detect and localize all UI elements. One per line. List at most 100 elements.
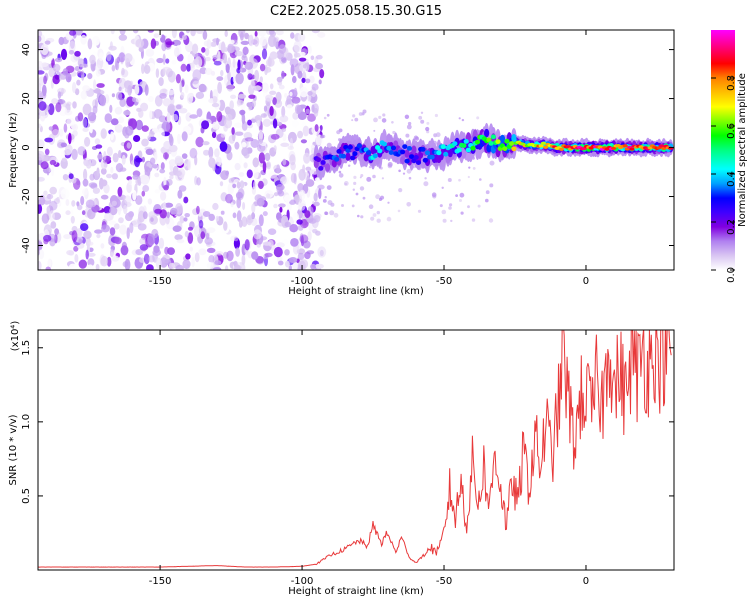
noise-cell [420, 119, 425, 124]
ridge-cell [611, 146, 617, 150]
noise-cell [253, 167, 259, 179]
noise-cell [293, 173, 297, 185]
noise-cell [153, 245, 160, 254]
noise-cell [156, 57, 164, 64]
noise-cell [264, 152, 271, 162]
noise-cell [161, 121, 171, 132]
noise-cell [65, 144, 73, 155]
noise-cell [193, 225, 202, 238]
noise-cell [262, 161, 267, 173]
noise-cell [405, 133, 410, 138]
noise-cell [111, 255, 120, 262]
noise-cell [60, 188, 70, 200]
noise-cell [195, 91, 205, 99]
noise-cell [168, 159, 177, 167]
ridge-cell [345, 152, 351, 161]
noise-cell [381, 118, 387, 123]
noise-cell [114, 123, 123, 133]
noise-cell [187, 53, 194, 64]
noise-cell [187, 159, 192, 171]
noise-cell [201, 120, 210, 130]
noise-cell [253, 85, 262, 91]
noise-cell [215, 251, 224, 256]
noise-cell [319, 249, 324, 257]
noise-cell [144, 166, 151, 177]
noise-cell [242, 46, 249, 55]
noise-cell [110, 30, 115, 35]
ridge-cell [315, 157, 322, 163]
noise-cell [455, 194, 458, 198]
noise-cell [423, 181, 429, 187]
noise-cell [118, 34, 128, 41]
noise-cell [164, 202, 174, 208]
noise-cell [109, 227, 116, 236]
noise-cell [468, 166, 471, 169]
noise-cell [40, 43, 49, 56]
noise-cell [114, 237, 122, 245]
noise-cell [132, 97, 137, 103]
noise-cell [304, 210, 311, 219]
noise-cell [56, 196, 60, 202]
noise-cell [80, 195, 85, 206]
noise-cell [181, 153, 188, 159]
noise-cell [299, 86, 309, 98]
ridge-cell [400, 156, 406, 165]
snr-background [38, 330, 674, 570]
noise-cell [289, 154, 296, 166]
colorbar-tick-label: 0.4 [726, 171, 737, 187]
noise-cell [314, 124, 319, 132]
snr-x-axis-label: Height of straight line (km) [288, 586, 424, 597]
noise-cell [273, 145, 277, 152]
noise-cell [297, 33, 306, 42]
noise-cell [73, 245, 79, 252]
noise-cell [304, 251, 311, 260]
noise-cell [229, 68, 238, 79]
noise-cell [212, 121, 219, 130]
noise-cell [258, 214, 264, 227]
spectrogram-ridge [313, 122, 674, 181]
noise-cell [98, 52, 104, 62]
ridge-cell [390, 145, 397, 151]
ridge-cell [502, 146, 508, 152]
noise-cell [307, 45, 312, 54]
noise-cell [135, 195, 143, 206]
noise-cell [259, 36, 268, 47]
noise-cell [458, 178, 461, 182]
noise-cell [104, 212, 113, 222]
noise-cell [111, 64, 116, 72]
noise-cell [179, 81, 183, 93]
noise-cell [239, 180, 245, 189]
ridge-cell [484, 128, 490, 138]
noise-cell [109, 104, 113, 113]
noise-cell [76, 70, 83, 76]
noise-cell [278, 84, 285, 90]
noise-cell [282, 133, 287, 142]
noise-cell [214, 260, 222, 266]
noise-cell [187, 232, 194, 244]
noise-cell [178, 107, 188, 114]
noise-cell [288, 265, 292, 270]
noise-cell [296, 219, 303, 225]
noise-cell [172, 39, 182, 47]
noise-cell [250, 79, 255, 90]
y-tick-label: 0.5 [21, 488, 32, 504]
noise-cell [80, 34, 87, 45]
noise-cell [175, 73, 181, 84]
noise-cell [74, 50, 81, 57]
noise-cell [246, 128, 251, 133]
noise-cell [372, 174, 376, 179]
noise-cell [307, 91, 313, 96]
noise-cell [387, 201, 390, 204]
noise-cell [234, 50, 243, 57]
noise-cell [397, 209, 401, 213]
noise-cell [61, 157, 67, 162]
noise-cell [153, 33, 160, 38]
noise-cell [45, 266, 51, 270]
noise-cell [241, 147, 249, 157]
noise-cell [253, 229, 262, 240]
noise-cell [236, 181, 241, 189]
noise-cell [291, 120, 299, 128]
noise-cell [282, 158, 287, 166]
y-tick-label: -40 [21, 237, 32, 253]
noise-cell [272, 118, 278, 129]
